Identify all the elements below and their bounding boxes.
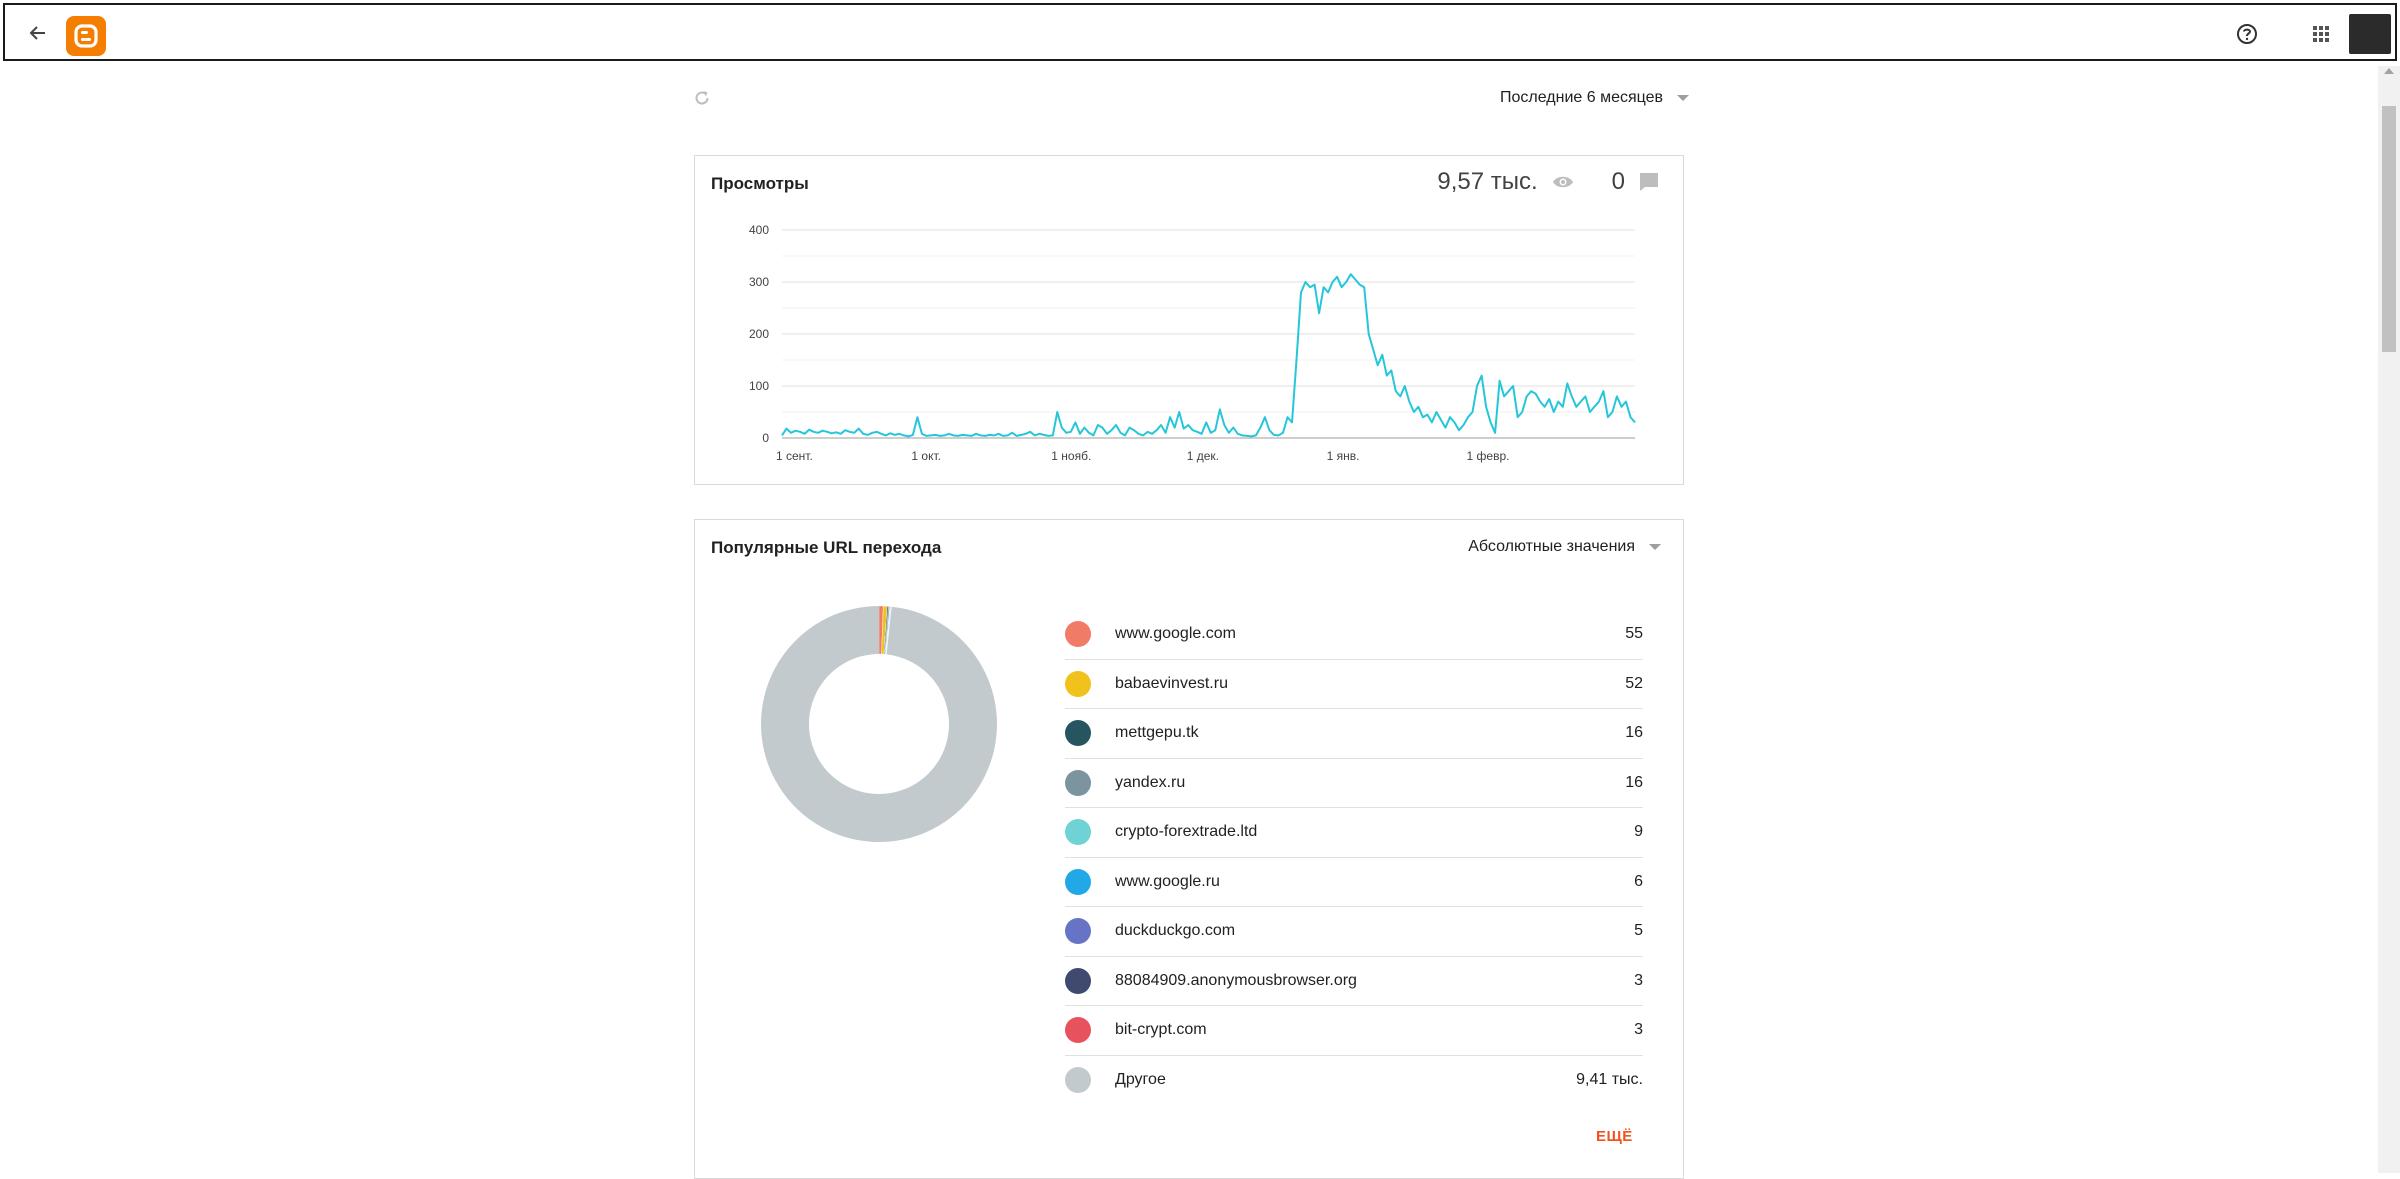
- chevron-down-icon: [1677, 95, 1690, 101]
- referrer-name: babaevinvest.ru: [1115, 674, 1228, 692]
- legend-dot: [1065, 769, 1091, 796]
- scroll-thumb[interactable]: [2382, 106, 2396, 352]
- x-tick-label: 1 февр.: [1467, 449, 1510, 463]
- donut-slice[interactable]: [886, 606, 892, 655]
- legend-dot: [1065, 670, 1091, 697]
- legend-dot: [1065, 868, 1091, 895]
- referrers-list: www.google.com 55 babaevinvest.ru 52 mettgep…: [1065, 610, 1643, 1105]
- apps-button[interactable]: [2306, 19, 2336, 49]
- list-item[interactable]: bit-crypt.com 3: [1065, 1006, 1643, 1056]
- referrer-count: 52: [1625, 674, 1643, 692]
- referrer-name: mettgepu.tk: [1115, 724, 1199, 742]
- list-item[interactable]: duckduckgo.com 5: [1065, 907, 1643, 957]
- referrers-card-title: Популярные URL перехода: [711, 538, 942, 557]
- refresh-button[interactable]: [690, 86, 714, 110]
- list-item[interactable]: www.google.com 55: [1065, 610, 1643, 660]
- y-tick-label: 0: [762, 431, 769, 445]
- referrer-count: 9: [1634, 823, 1643, 841]
- apps-grid-icon: [2313, 26, 2329, 42]
- referrer-count: 5: [1634, 922, 1643, 940]
- blogger-logo-icon[interactable]: [66, 16, 106, 56]
- referrer-count: 16: [1625, 773, 1643, 791]
- views-stats: 9,57 тыс. 0: [1437, 168, 1659, 196]
- referrers-card: Популярные URL перехода Абсолютные значе…: [694, 519, 1684, 1179]
- referrer-name: yandex.ru: [1115, 773, 1186, 791]
- referrer-name: duckduckgo.com: [1115, 922, 1236, 940]
- period-label: Последние 6 месяцев: [1500, 89, 1664, 106]
- period-dropdown[interactable]: Последние 6 месяцев: [1500, 86, 1690, 110]
- legend-dot: [1065, 621, 1091, 648]
- comments-total: 0: [1611, 168, 1625, 195]
- y-tick-label: 300: [749, 275, 769, 289]
- back-button[interactable]: [23, 18, 53, 48]
- list-item[interactable]: babaevinvest.ru 52: [1065, 660, 1643, 709]
- list-item[interactable]: crypto-forextrade.ltd 9: [1065, 808, 1643, 858]
- views-card-title: Просмотры: [711, 174, 809, 193]
- views-total: 9,57 тыс.: [1437, 168, 1538, 195]
- legend-dot: [1065, 918, 1091, 945]
- scroll-up-arrow-icon[interactable]: [2384, 68, 2394, 74]
- x-tick-label: 1 дек.: [1187, 449, 1219, 463]
- legend-dot: [1065, 720, 1091, 747]
- y-tick-label: 200: [749, 327, 769, 341]
- y-tick-label: 400: [749, 223, 769, 237]
- legend-dot: [1065, 967, 1091, 994]
- views-card: Просмотры 9,57 тыс. 0 400 300 200 100 0 1 сен…: [694, 155, 1684, 485]
- views-series-line: [781, 273, 1636, 438]
- referrer-name: Другое: [1115, 1071, 1166, 1089]
- x-tick-label: 1 нояб.: [1051, 449, 1091, 463]
- values-mode-label: Абсолютные значения: [1468, 538, 1635, 555]
- referrer-name: www.google.ru: [1115, 872, 1220, 890]
- referrer-name: 88084909.anonymousbrowser.org: [1115, 971, 1357, 989]
- x-tick-label: 1 янв.: [1327, 449, 1360, 463]
- referrer-name: www.google.com: [1115, 625, 1236, 643]
- referrers-donut-chart: [761, 605, 997, 842]
- list-item[interactable]: mettgepu.tk 16: [1065, 709, 1643, 759]
- list-item[interactable]: Другое 9,41 тыс.: [1065, 1056, 1643, 1106]
- x-tick-label: 1 окт.: [911, 449, 941, 463]
- legend-dot: [1065, 1017, 1091, 1044]
- views-line-chart: 400 300 200 100 0 1 сент. 1 окт. 1 нояб. 1 дек. 1…: [749, 223, 1636, 463]
- arrow-left-icon: [29, 26, 45, 40]
- legend-dot: [1065, 1067, 1091, 1094]
- referrer-count: 55: [1625, 625, 1643, 643]
- values-mode-dropdown[interactable]: Абсолютные значения: [1468, 538, 1661, 556]
- referrer-count: 9,41 тыс.: [1576, 1071, 1643, 1089]
- x-tick-label: 1 сент.: [776, 449, 813, 463]
- eye-icon: [1552, 176, 1573, 188]
- referrer-count: 16: [1625, 724, 1643, 742]
- more-button[interactable]: ЕЩЁ: [1596, 1128, 1633, 1145]
- top-toolbar: [3, 3, 2397, 61]
- donut-slice[interactable]: [761, 606, 997, 842]
- legend-dot: [1065, 819, 1091, 846]
- help-circle-icon: [2237, 24, 2257, 44]
- referrer-count: 3: [1634, 1021, 1643, 1039]
- page-scrollbar[interactable]: [2378, 66, 2400, 1173]
- referrer-count: 6: [1634, 872, 1643, 890]
- list-item[interactable]: yandex.ru 16: [1065, 759, 1643, 808]
- referrer-name: bit-crypt.com: [1115, 1021, 1207, 1039]
- y-tick-label: 100: [749, 379, 769, 393]
- refresh-icon: [695, 91, 709, 105]
- referrer-count: 3: [1634, 971, 1643, 989]
- referrer-name: crypto-forextrade.ltd: [1115, 823, 1258, 841]
- comment-icon: [1640, 173, 1658, 191]
- help-button[interactable]: [2232, 19, 2262, 49]
- chevron-down-icon: [1649, 544, 1661, 550]
- avatar[interactable]: [2349, 14, 2391, 54]
- list-item[interactable]: www.google.ru 6: [1065, 858, 1643, 907]
- list-item[interactable]: 88084909.anonymousbrowser.org 3: [1065, 957, 1643, 1006]
